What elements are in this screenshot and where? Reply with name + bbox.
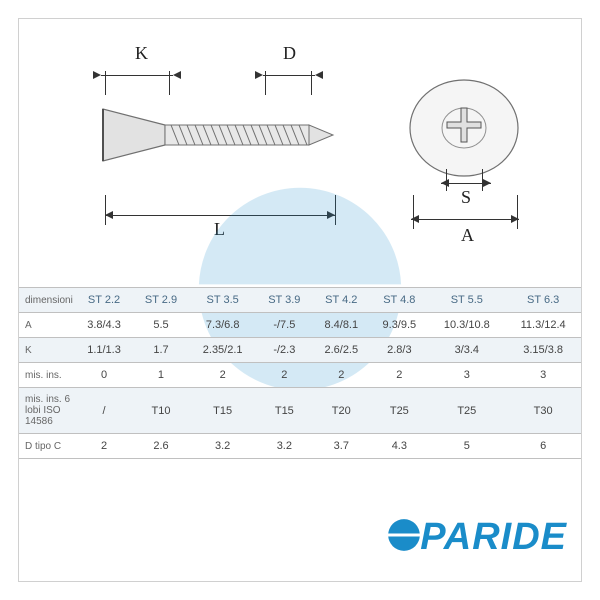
screw-side-view (89, 91, 349, 191)
col-header: ST 5.5 (428, 288, 505, 313)
table-cell: 2.8/3 (370, 338, 428, 363)
table-cell: 3.15/3.8 (505, 338, 581, 363)
table-cell: 0 (75, 363, 133, 388)
table-row: D tipo C22.63.23.23.74.356 (19, 434, 581, 459)
table-row: mis. ins.01222233 (19, 363, 581, 388)
image-frame: K D (18, 18, 582, 582)
dim-L-line (105, 215, 335, 216)
table-cell: 2.6/2.5 (312, 338, 370, 363)
label-K: K (135, 43, 148, 64)
dim-K-line (101, 75, 173, 76)
table-cell: 3 (428, 363, 505, 388)
table-cell: -/7.5 (256, 313, 312, 338)
brand-logo: PARIDE (386, 516, 567, 563)
row-label: K (19, 338, 75, 363)
table-cell: 5 (428, 434, 505, 459)
table-cell: 2 (370, 363, 428, 388)
col-header: ST 2.2 (75, 288, 133, 313)
table-header-row: dimensioni ST 2.2 ST 2.9 ST 3.5 ST 3.9 S… (19, 288, 581, 313)
table-row: mis. ins. 6 lobi ISO 14586/T10T15T15T20T… (19, 388, 581, 434)
table-cell: 3.2 (256, 434, 312, 459)
row-label: D tipo C (19, 434, 75, 459)
table-cell: 1 (133, 363, 189, 388)
col-header: ST 2.9 (133, 288, 189, 313)
brand-text: PARIDE (420, 516, 567, 558)
table-cell: 2 (312, 363, 370, 388)
table-cell: 9.3/9.5 (370, 313, 428, 338)
row-label: mis. ins. (19, 363, 75, 388)
table-cell: 5.5 (133, 313, 189, 338)
table-cell: 3.2 (189, 434, 257, 459)
table-cell: -/2.3 (256, 338, 312, 363)
table-cell: 1.1/1.3 (75, 338, 133, 363)
label-D: D (283, 43, 296, 64)
table-cell: 2.35/2.1 (189, 338, 257, 363)
table-cell: 2.6 (133, 434, 189, 459)
table-cell: 3.7 (312, 434, 370, 459)
table-cell: T30 (505, 388, 581, 434)
table-cell: T20 (312, 388, 370, 434)
table-cell: 6 (505, 434, 581, 459)
table-cell: T15 (256, 388, 312, 434)
table-cell: T10 (133, 388, 189, 434)
table-cell: 2 (75, 434, 133, 459)
table-cell: 4.3 (370, 434, 428, 459)
col-header: ST 4.8 (370, 288, 428, 313)
spec-table: dimensioni ST 2.2 ST 2.9 ST 3.5 ST 3.9 S… (19, 287, 581, 459)
row-label: A (19, 313, 75, 338)
table-cell: 2 (189, 363, 257, 388)
table-cell: / (75, 388, 133, 434)
table-cell: 3 (505, 363, 581, 388)
screw-diagram: K D (19, 19, 581, 279)
table-cell: T25 (370, 388, 428, 434)
table-cell: T15 (189, 388, 257, 434)
col-header: ST 4.2 (312, 288, 370, 313)
table-cell: 3.8/4.3 (75, 313, 133, 338)
table-row: K1.1/1.31.72.35/2.1-/2.32.6/2.52.8/33/3.… (19, 338, 581, 363)
label-L: L (214, 219, 225, 240)
table-cell: 7.3/6.8 (189, 313, 257, 338)
dim-D-line (263, 75, 315, 76)
table-cell: T25 (428, 388, 505, 434)
table-row: A3.8/4.35.57.3/6.8-/7.58.4/8.19.3/9.510.… (19, 313, 581, 338)
table-cell: 11.3/12.4 (505, 313, 581, 338)
col-header: ST 3.5 (189, 288, 257, 313)
col-header: ST 3.9 (256, 288, 312, 313)
table-cell: 8.4/8.1 (312, 313, 370, 338)
table-cell: 1.7 (133, 338, 189, 363)
header-dimensioni: dimensioni (19, 288, 75, 313)
table-cell: 2 (256, 363, 312, 388)
label-A: A (461, 225, 474, 246)
table-cell: 10.3/10.8 (428, 313, 505, 338)
col-header: ST 6.3 (505, 288, 581, 313)
brand-slot-icon (386, 517, 422, 563)
table-cell: 3/3.4 (428, 338, 505, 363)
row-label: mis. ins. 6 lobi ISO 14586 (19, 388, 75, 434)
label-S: S (461, 187, 471, 208)
